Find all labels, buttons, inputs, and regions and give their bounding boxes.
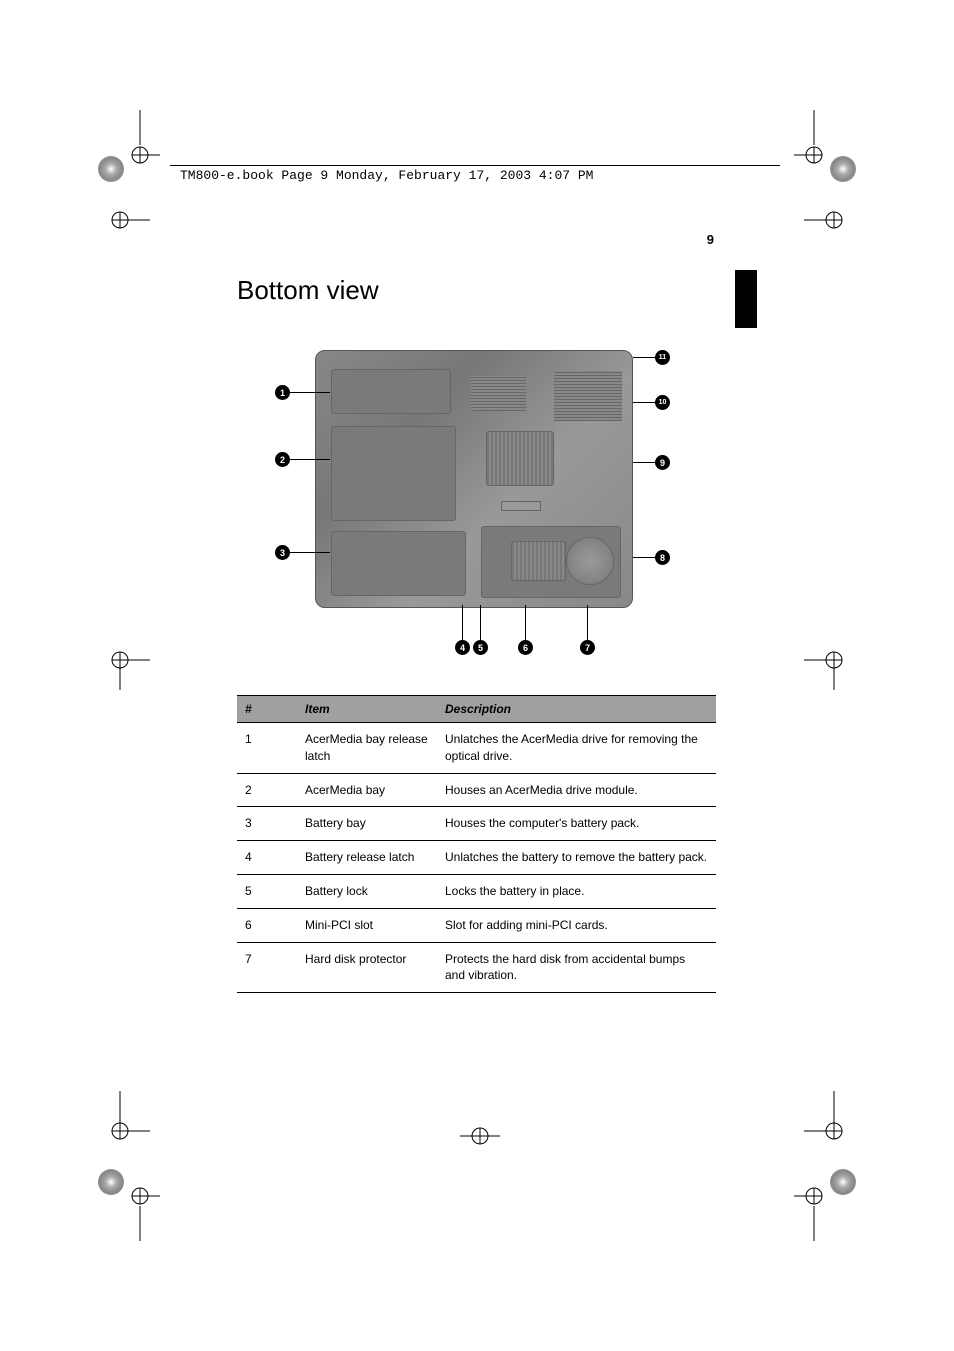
callout-8: 8 (655, 550, 670, 565)
header-text: TM800-e.book Page 9 Monday, February 17,… (180, 168, 593, 183)
table-cell-item: AcerMedia bay (297, 774, 437, 807)
header-rule (170, 165, 780, 166)
table-cell-item: Battery release latch (297, 841, 437, 874)
table-cell-item: Battery bay (297, 807, 437, 840)
registration-circle (98, 1169, 124, 1195)
callout-7: 7 (580, 640, 595, 655)
callout-3: 3 (275, 545, 290, 560)
table-row: 1AcerMedia bay release latchUnlatches th… (237, 723, 716, 774)
table-cell-desc: Houses an AcerMedia drive module. (437, 774, 716, 807)
table-cell-num: 5 (237, 875, 297, 908)
table-cell-desc: Locks the battery in place. (437, 875, 716, 908)
table-cell-desc: Unlatches the AcerMedia drive for removi… (437, 723, 716, 773)
table-row: 6Mini-PCI slotSlot for adding mini-PCI c… (237, 909, 716, 943)
callout-11: 11 (655, 350, 670, 365)
section-tab (735, 270, 757, 328)
table-cell-item: AcerMedia bay release latch (297, 723, 437, 773)
registration-circle (830, 1169, 856, 1195)
table-cell-item: Battery lock (297, 875, 437, 908)
callout-2: 2 (275, 452, 290, 467)
crop-mark-mid-right-2 (804, 640, 864, 700)
table-row: 3Battery bayHouses the computer's batter… (237, 807, 716, 841)
table-row: 5Battery lockLocks the battery in place. (237, 875, 716, 909)
table-cell-desc: Unlatches the battery to remove the batt… (437, 841, 716, 874)
table-header-desc: Description (437, 696, 716, 722)
crop-mark-mid-right (804, 200, 864, 260)
table-cell-num: 7 (237, 943, 297, 993)
table-header-num: # (237, 696, 297, 722)
crop-mark-mid-left (90, 200, 150, 260)
laptop-chassis (315, 350, 633, 608)
table-cell-num: 2 (237, 774, 297, 807)
bottom-view-figure: 1 2 3 4 5 6 7 8 9 10 11 (275, 340, 675, 665)
registration-circle (830, 156, 856, 182)
crop-mark-mid-left-3 (90, 1091, 150, 1151)
table-header-row: # Item Description (237, 695, 716, 723)
table-cell-desc: Protects the hard disk from accidental b… (437, 943, 716, 993)
table-header-item: Item (297, 696, 437, 722)
table-cell-num: 6 (237, 909, 297, 942)
callout-4: 4 (455, 640, 470, 655)
callout-6: 6 (518, 640, 533, 655)
table-cell-item: Mini-PCI slot (297, 909, 437, 942)
callout-1: 1 (275, 385, 290, 400)
crop-mark-mid-left-2 (90, 640, 150, 700)
table-cell-desc: Slot for adding mini-PCI cards. (437, 909, 716, 942)
table-cell-num: 3 (237, 807, 297, 840)
table-cell-desc: Houses the computer's battery pack. (437, 807, 716, 840)
page-number: 9 (707, 232, 714, 247)
callout-9: 9 (655, 455, 670, 470)
table-cell-num: 4 (237, 841, 297, 874)
crop-mark-bottom-center (450, 1096, 510, 1156)
table-row: 2AcerMedia bayHouses an AcerMedia drive … (237, 774, 716, 808)
crop-mark-mid-right-3 (804, 1091, 864, 1151)
callout-5: 5 (473, 640, 488, 655)
callout-10: 10 (655, 395, 670, 410)
registration-circle (98, 156, 124, 182)
table-row: 4Battery release latchUnlatches the batt… (237, 841, 716, 875)
parts-table: # Item Description 1AcerMedia bay releas… (237, 695, 716, 993)
table-row: 7Hard disk protectorProtects the hard di… (237, 943, 716, 994)
section-title: Bottom view (237, 275, 379, 306)
table-cell-num: 1 (237, 723, 297, 773)
table-cell-item: Hard disk protector (297, 943, 437, 993)
